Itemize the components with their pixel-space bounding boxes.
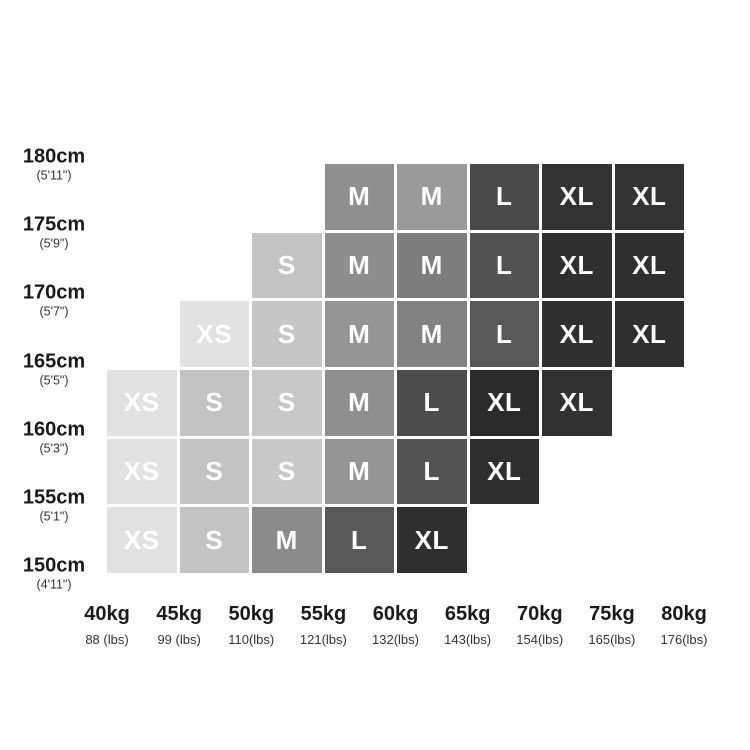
size-cell: XL — [614, 301, 684, 367]
height-imperial-label: (5'9") — [39, 236, 69, 251]
size-cell: XL — [542, 369, 612, 436]
weight-lbs-label: 165(lbs) — [588, 632, 636, 647]
size-cell: M — [397, 301, 467, 367]
height-label: 155cm (5'1") — [6, 486, 102, 523]
weight-label: 60kg 132(lbs) — [372, 603, 419, 647]
size-cell: XL — [614, 232, 684, 299]
size-grid: M M L XL XL S M M L XL XL XS S M M L XL XL XS S S M L XL XL XS S S M… — [107, 164, 684, 573]
size-cell: L — [469, 164, 539, 230]
height-imperial-label: (5'7") — [39, 304, 69, 319]
size-cell: S — [179, 438, 249, 505]
weight-kg-label: 70kg — [516, 603, 563, 625]
height-label: 175cm (5'9") — [6, 214, 102, 251]
size-cell: M — [324, 438, 394, 505]
size-cell: S — [179, 507, 249, 573]
weight-kg-label: 75kg — [589, 603, 635, 625]
size-cell: L — [469, 301, 539, 367]
size-cell: M — [397, 164, 467, 230]
weight-lbs-label: 110(lbs) — [228, 632, 275, 647]
size-cell: XL — [469, 369, 539, 436]
height-cm-label: 165cm — [22, 350, 86, 372]
weight-lbs-label: 176(lbs) — [660, 632, 708, 647]
weight-kg-label: 80kg — [661, 603, 707, 625]
size-cell: S — [179, 369, 249, 436]
weight-kg-label: 45kg — [156, 603, 202, 625]
height-label: 170cm (5'7") — [6, 282, 102, 319]
weight-lbs-label: 132(lbs) — [372, 632, 419, 647]
size-cell: XL — [614, 164, 684, 230]
size-cell: XS — [107, 507, 177, 573]
height-label: 180cm (5'11") — [6, 146, 102, 183]
size-cell: L — [469, 232, 539, 299]
size-cell: M — [252, 507, 322, 573]
height-label: 165cm (5'5") — [6, 350, 102, 387]
weight-label: 50kg 110(lbs) — [228, 603, 274, 647]
weight-label: 40kg 88 (lbs) — [84, 603, 130, 647]
size-cell: XS — [179, 301, 249, 367]
size-cell: S — [252, 232, 322, 299]
weight-lbs-label: 99 (lbs) — [157, 632, 201, 647]
weight-lbs-label: 88 (lbs) — [85, 632, 129, 647]
size-cell: XL — [542, 301, 612, 367]
size-cell: L — [397, 438, 467, 505]
height-label: 160cm (5'3") — [6, 418, 102, 455]
weight-label: 45kg 99 (lbs) — [156, 603, 202, 647]
weight-lbs-label: 121(lbs) — [299, 632, 347, 647]
height-imperial-label: (5'3") — [39, 441, 69, 456]
height-cm-label: 175cm — [22, 213, 86, 236]
weight-label: 75kg 165(lbs) — [588, 603, 635, 647]
height-label: 150cm (4'11") — [6, 555, 102, 592]
height-cm-label: 180cm — [22, 145, 86, 168]
size-cell: M — [324, 164, 394, 230]
size-cell: XL — [542, 232, 612, 299]
weight-label: 55kg 121(lbs) — [300, 603, 347, 647]
size-cell: S — [252, 438, 322, 505]
weight-lbs-label: 143(lbs) — [444, 632, 492, 647]
size-cell: S — [252, 301, 322, 367]
size-cell: XL — [397, 507, 467, 573]
height-cm-label: 170cm — [22, 281, 86, 304]
weight-kg-label: 40kg — [84, 603, 130, 625]
size-cell: XL — [542, 164, 612, 230]
height-imperial-label: (5'11") — [36, 168, 72, 183]
size-cell: S — [252, 369, 322, 436]
size-cell: M — [324, 369, 394, 436]
size-cell: XS — [107, 438, 177, 505]
height-cm-label: 160cm — [22, 418, 86, 441]
size-cell: L — [324, 507, 394, 573]
size-cell: XS — [107, 369, 177, 436]
weight-kg-label: 65kg — [444, 603, 491, 625]
weight-label: 80kg 176(lbs) — [661, 603, 708, 647]
size-cell: M — [397, 232, 467, 299]
size-cell: M — [324, 301, 394, 367]
size-cell: L — [397, 369, 467, 436]
weight-kg-label: 55kg — [300, 603, 347, 625]
weight-label: 65kg 143(lbs) — [444, 603, 491, 647]
size-cell: XL — [469, 438, 539, 505]
weight-kg-label: 60kg — [372, 603, 419, 625]
height-imperial-label: (5'1") — [39, 509, 69, 524]
weight-kg-label: 50kg — [228, 603, 275, 625]
weight-label: 70kg 154(lbs) — [516, 603, 563, 647]
height-imperial-label: (4'11") — [36, 577, 72, 592]
height-imperial-label: (5'5") — [39, 373, 69, 387]
height-cm-label: 150cm — [22, 554, 86, 577]
weight-lbs-label: 154(lbs) — [516, 632, 564, 647]
size-cell: M — [324, 232, 394, 299]
height-cm-label: 155cm — [22, 486, 86, 509]
